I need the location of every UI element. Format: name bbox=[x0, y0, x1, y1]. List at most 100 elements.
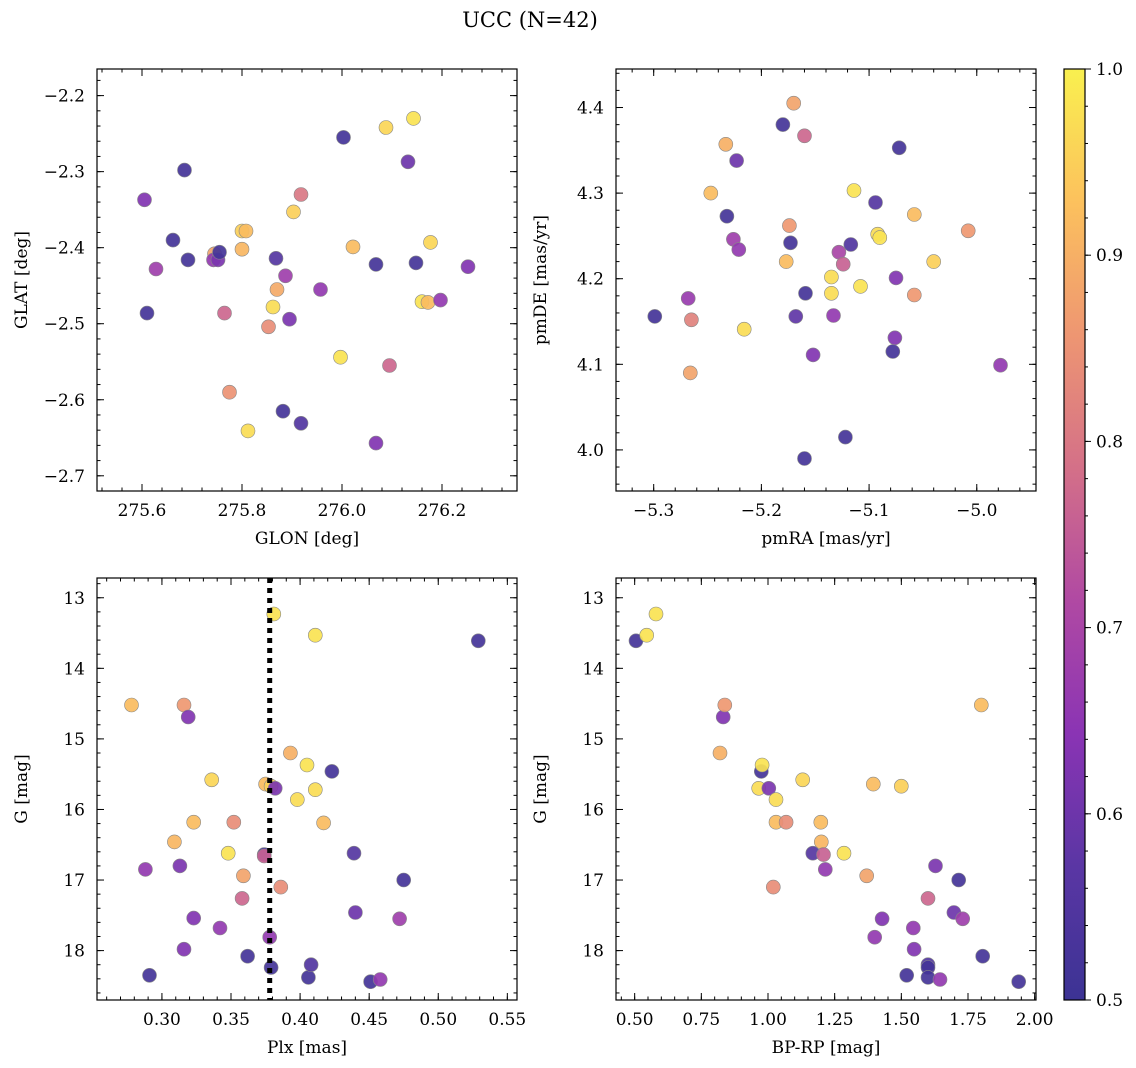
y-tick-label: 4.2 bbox=[577, 270, 604, 290]
axes-frame bbox=[615, 577, 1037, 1001]
data-point bbox=[682, 365, 698, 381]
data-point bbox=[993, 357, 1008, 373]
x-tick-label: 0.50 bbox=[419, 1010, 457, 1030]
colorbar-tick-label: 0.8 bbox=[1096, 432, 1123, 452]
data-point bbox=[836, 845, 852, 861]
data-point bbox=[788, 309, 804, 324]
data-point bbox=[874, 911, 890, 927]
y-tick-label: 4.1 bbox=[577, 355, 604, 375]
x-tick-label: 0.55 bbox=[488, 1010, 526, 1030]
colorbar: 0.5 0.6 0.7 0.8 0.9 1.0 bbox=[1063, 60, 1123, 1011]
data-point bbox=[782, 218, 797, 233]
colorbar-tick-label: 0.7 bbox=[1096, 619, 1123, 639]
data-point bbox=[313, 282, 328, 297]
data-point bbox=[797, 128, 812, 144]
data-point bbox=[899, 967, 915, 983]
data-point bbox=[234, 241, 250, 257]
data-point bbox=[138, 862, 153, 877]
data-point bbox=[647, 309, 663, 324]
data-point bbox=[872, 230, 888, 245]
x-tick-label: 1.25 bbox=[816, 1010, 854, 1030]
data-point bbox=[368, 257, 384, 272]
data-point bbox=[718, 137, 734, 152]
data-point bbox=[816, 847, 831, 862]
data-point bbox=[906, 941, 922, 957]
x-axis-label: GLON [deg] bbox=[255, 529, 359, 549]
x-tick-label: 275.8 bbox=[218, 501, 267, 521]
data-point bbox=[186, 814, 201, 830]
x-tick-label: −5.1 bbox=[848, 501, 889, 521]
data-point bbox=[124, 697, 139, 713]
data-point bbox=[273, 879, 289, 895]
data-point bbox=[826, 308, 841, 323]
data-point bbox=[838, 429, 853, 445]
data-point bbox=[868, 195, 883, 210]
x-tick-label: 2.00 bbox=[1016, 1010, 1054, 1030]
colorbar-tick-label: 0.5 bbox=[1096, 991, 1123, 1011]
y-tick-label: 13 bbox=[63, 589, 85, 609]
data-point bbox=[238, 223, 254, 239]
x-axis-label: Plx [mas] bbox=[267, 1038, 347, 1058]
data-point bbox=[268, 250, 284, 266]
data-point bbox=[204, 772, 219, 788]
data-point bbox=[867, 929, 883, 945]
y-tick-label: 4.0 bbox=[577, 441, 604, 461]
data-point bbox=[316, 815, 331, 831]
y-tick-label: 4.3 bbox=[577, 184, 604, 204]
data-point bbox=[719, 208, 735, 224]
data-point bbox=[885, 344, 901, 359]
data-point bbox=[236, 868, 251, 884]
data-point bbox=[423, 235, 438, 250]
y-tick-label: −2.6 bbox=[44, 391, 85, 411]
data-point bbox=[813, 834, 829, 850]
data-point bbox=[324, 764, 340, 779]
data-point bbox=[392, 911, 407, 927]
data-point bbox=[853, 279, 868, 294]
data-point bbox=[731, 242, 747, 257]
data-point bbox=[736, 321, 752, 337]
y-axis-label: G [mag] bbox=[12, 754, 32, 823]
data-point bbox=[240, 948, 255, 964]
data-points bbox=[628, 606, 1027, 990]
data-point bbox=[798, 285, 813, 301]
data-point bbox=[420, 295, 436, 310]
x-axis-label: pmRA [mas/yr] bbox=[761, 529, 890, 549]
y-tick-label: 15 bbox=[63, 730, 85, 750]
data-point bbox=[835, 256, 851, 272]
data-point bbox=[893, 778, 909, 794]
scatter-panel-2: −5.3 −5.2 −5.1 −5.0 4.0 4.1 4.2 4.3 4.4 pmRA [mas… bbox=[531, 68, 1037, 549]
scatter-panel-3: 0.30 0.35 0.40 0.45 0.50 0.55 13 14 15 16 17 18 Plx … bbox=[12, 577, 526, 1058]
data-point bbox=[299, 757, 315, 773]
data-point bbox=[795, 772, 811, 788]
y-tick-label: 17 bbox=[582, 871, 604, 891]
data-point bbox=[786, 95, 802, 111]
data-point bbox=[293, 187, 309, 202]
data-point bbox=[378, 120, 394, 135]
data-point bbox=[639, 627, 655, 643]
data-point bbox=[372, 972, 388, 987]
y-axis-label: pmDE [mas/yr] bbox=[531, 215, 551, 345]
data-point bbox=[176, 941, 192, 957]
data-point bbox=[703, 185, 719, 201]
data-point bbox=[345, 239, 361, 255]
data-point bbox=[846, 183, 862, 198]
data-point bbox=[307, 782, 323, 798]
data-point bbox=[222, 384, 237, 400]
data-point bbox=[778, 814, 794, 830]
data-point bbox=[888, 270, 904, 286]
x-tick-label: −5.0 bbox=[956, 501, 997, 521]
axes-frame bbox=[96, 68, 518, 492]
data-point bbox=[891, 140, 907, 156]
y-tick-label: 15 bbox=[582, 730, 604, 750]
data-point bbox=[226, 814, 242, 830]
data-point bbox=[887, 330, 903, 346]
data-point bbox=[180, 252, 196, 268]
data-point bbox=[282, 311, 297, 327]
colorbar-tick-label: 1.0 bbox=[1096, 60, 1123, 80]
data-point bbox=[212, 244, 227, 260]
data-point bbox=[167, 834, 182, 850]
data-point bbox=[289, 792, 305, 807]
data-point bbox=[778, 254, 794, 269]
figure-title: UCC (N=42) bbox=[462, 8, 598, 32]
